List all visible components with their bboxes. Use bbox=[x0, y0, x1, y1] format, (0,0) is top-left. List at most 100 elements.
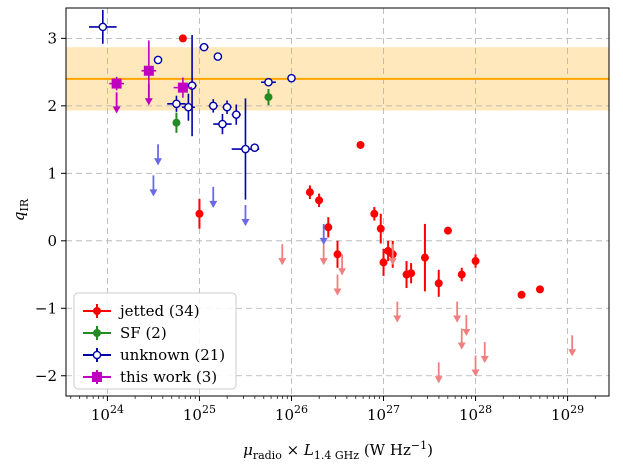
unknown-point-14-marker bbox=[153, 55, 163, 65]
jetted-limits-point-3-head bbox=[338, 268, 347, 276]
unknown-point-1-marker bbox=[172, 99, 181, 109]
jetted-limits-point-3 bbox=[338, 254, 347, 276]
unknown-point-14 bbox=[153, 55, 163, 65]
jetted-point-14-marker bbox=[434, 279, 443, 288]
jetted-point-17 bbox=[471, 254, 480, 268]
jetted-limits-point-9 bbox=[462, 315, 471, 337]
legend-label-unknown: unknown (21) bbox=[120, 346, 225, 364]
legend-entry-jetted: jetted (34) bbox=[83, 302, 200, 320]
jetted-limits-point-2 bbox=[333, 274, 342, 296]
xlabel-units-sup: −1 bbox=[411, 439, 427, 452]
jetted-limits-point-1-head bbox=[319, 258, 328, 266]
jetted-limits-point-12-head bbox=[568, 349, 577, 357]
jetted-point-15 bbox=[443, 226, 452, 235]
legend-marker-symbol-0 bbox=[93, 307, 101, 315]
jetted-point-20-marker bbox=[178, 34, 187, 43]
series-this-work bbox=[109, 40, 193, 102]
jetted-limits-point-0 bbox=[278, 244, 287, 266]
jetted-point-3-marker bbox=[324, 223, 333, 232]
unknown-point-4-marker bbox=[199, 42, 209, 52]
xlabel-units: (W Hz bbox=[359, 441, 411, 459]
unknown-point-8-marker bbox=[222, 102, 232, 112]
x-tick-exp-5: 29 bbox=[570, 403, 584, 416]
unknown-limits-point-0-head bbox=[154, 158, 163, 166]
legend-entry-this-work: this work (3) bbox=[83, 368, 217, 386]
series-unknown bbox=[89, 10, 296, 200]
this-work-limits-point-0 bbox=[112, 92, 121, 114]
jetted-point-12 bbox=[407, 263, 416, 284]
jetted-limits-point-4 bbox=[388, 244, 397, 266]
legend-label-jetted: jetted (34) bbox=[118, 302, 200, 320]
y-axis-label: qIR bbox=[10, 198, 31, 221]
jetted-point-1 bbox=[305, 185, 314, 199]
this-work-point-0-marker bbox=[111, 78, 122, 89]
sf-point-0-marker bbox=[172, 118, 181, 127]
y-tick-label-3: 1 bbox=[47, 164, 57, 182]
unknown-point-7 bbox=[213, 113, 232, 135]
jetted-point-8-marker bbox=[379, 258, 388, 267]
xlabel-L: L bbox=[303, 441, 314, 459]
unknown-point-4 bbox=[199, 42, 209, 52]
legend-entry-sf: SF (2) bbox=[83, 324, 167, 342]
x-tick-exp-4: 28 bbox=[478, 403, 492, 416]
unknown-point-10-marker bbox=[241, 144, 250, 154]
y-tick-label-2: 0 bbox=[47, 232, 57, 250]
unknown-point-3 bbox=[187, 34, 197, 137]
jetted-limits-point-4-head bbox=[388, 258, 397, 266]
series-jetted-limits bbox=[278, 244, 577, 384]
sf-point-1 bbox=[264, 88, 273, 106]
jetted-point-16 bbox=[457, 267, 466, 282]
jetted-point-2-marker bbox=[315, 196, 324, 205]
series-this-work-limits bbox=[112, 84, 153, 114]
legend-label-this-work: this work (3) bbox=[120, 368, 217, 386]
jetted-limits-point-5-head bbox=[393, 315, 402, 323]
x-tick-base-2: 10 bbox=[275, 406, 294, 424]
unknown-point-2-marker bbox=[184, 102, 193, 112]
x-tick-label-5: 1029 bbox=[551, 403, 584, 424]
x-tick-label-0: 1024 bbox=[91, 403, 124, 424]
sf-point-1-marker bbox=[264, 93, 273, 102]
this-work-point-0 bbox=[109, 76, 124, 91]
x-tick-label-2: 1026 bbox=[275, 403, 308, 424]
legend-label-sf: SF (2) bbox=[120, 324, 167, 342]
jetted-point-20 bbox=[178, 34, 187, 43]
legend-box bbox=[73, 292, 237, 390]
unknown-point-0-marker bbox=[98, 22, 108, 32]
y-tick-label-0: −2 bbox=[35, 367, 57, 385]
jetted-limits-point-6 bbox=[434, 362, 443, 384]
xlabel-mu-sub: radio bbox=[253, 449, 282, 462]
this-work-point-1-marker bbox=[143, 65, 154, 76]
unknown-point-12 bbox=[261, 77, 276, 87]
jetted-point-6 bbox=[370, 207, 379, 221]
jetted-limits-point-5 bbox=[393, 301, 402, 323]
jetted-point-1-marker bbox=[305, 188, 314, 197]
x-tick-base-3: 10 bbox=[367, 406, 386, 424]
jetted-limits-point-0-head bbox=[278, 258, 287, 266]
jetted-point-14 bbox=[434, 269, 443, 297]
jetted-limits-point-8 bbox=[457, 328, 466, 350]
jetted-point-2 bbox=[315, 193, 324, 208]
jetted-point-15-marker bbox=[443, 226, 452, 235]
this-work-limits-point-1 bbox=[144, 84, 153, 106]
unknown-limits-point-4-head bbox=[319, 237, 328, 245]
unknown-point-9 bbox=[231, 104, 241, 125]
legend: jetted (34) SF (2) unknown (21) this wor… bbox=[73, 292, 237, 390]
unknown-limits-point-0 bbox=[154, 144, 163, 166]
marks-layer bbox=[89, 10, 577, 384]
jetted-point-19-marker bbox=[535, 285, 544, 294]
jetted-point-5-marker bbox=[356, 140, 365, 149]
unknown-point-0 bbox=[89, 10, 117, 44]
jetted-point-0-marker bbox=[195, 209, 204, 218]
unknown-point-5 bbox=[208, 99, 218, 113]
x-tick-exp-1: 25 bbox=[202, 403, 216, 416]
unknown-point-11-marker bbox=[250, 143, 259, 152]
jetted-point-3 bbox=[324, 217, 333, 238]
xlabel-L-sub: 1.4 GHz bbox=[314, 449, 359, 462]
plot-frame bbox=[65, 7, 610, 397]
unknown-point-6 bbox=[213, 52, 223, 61]
jetted-limits-point-2-head bbox=[333, 288, 342, 296]
jetted-point-18 bbox=[517, 290, 526, 299]
unknown-point-13 bbox=[287, 73, 296, 83]
legend-marker-symbol-1 bbox=[93, 329, 101, 337]
